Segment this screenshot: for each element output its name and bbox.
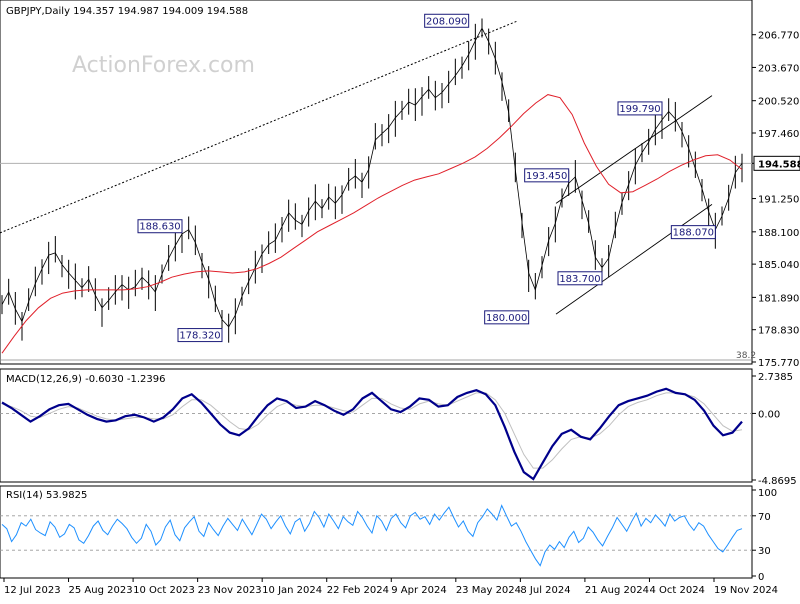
y-tick-label: 175.770 [758, 358, 799, 369]
current-price-label: 194.588 [758, 159, 800, 170]
x-tick-label: 8 Jul 2024 [520, 585, 570, 596]
x-tick-label: 19 Nov 2024 [714, 585, 778, 596]
annotation-box [524, 168, 570, 183]
rsi-title: RSI(14) 53.9825 [6, 490, 87, 501]
x-tick-label: 10 Jan 2024 [262, 585, 322, 596]
y-tick-label: 197.460 [758, 129, 799, 140]
axis-layer: 206.770 203.670 200.520 197.460 194.588 191.2… [3, 31, 800, 596]
price-chart-title: GBPJPY,Daily 194.357 194.987 194.009 194… [6, 6, 248, 17]
annotation-box [484, 310, 530, 325]
annotation-label: 188.070 [673, 228, 714, 239]
x-tick-label: 23 May 2024 [456, 585, 521, 596]
rsi-tick-label: 100 [758, 488, 777, 499]
macd-line [1, 387, 743, 481]
x-tick-label: 10 Oct 2023 [133, 585, 195, 596]
channel-lower-line [555, 204, 713, 315]
x-tick-label: 9 Apr 2024 [391, 585, 446, 596]
current-price-box [753, 155, 800, 171]
x-tick-label: 12 Jul 2023 [4, 585, 61, 596]
annotation-box [137, 219, 183, 234]
watermark: ActionForex.com [72, 53, 255, 78]
annotation-box [177, 328, 223, 343]
annotation-label: 183.700 [559, 274, 600, 285]
rsi-tick-label: 30 [758, 546, 771, 557]
macd-title: MACD(12,26,9) -0.6030 -1.2396 [6, 374, 166, 385]
annotation-label: 193.450 [526, 171, 567, 182]
rsi-tick-label: 0 [758, 572, 764, 583]
rsi-panel [0, 485, 753, 579]
x-tick-label: 22 Feb 2024 [327, 585, 389, 596]
annotation-box [617, 101, 663, 116]
annotation-label: 208.090 [426, 16, 467, 27]
annotation-label: 180.000 [486, 313, 527, 324]
macd-tick-label: -4.8695 [758, 476, 797, 487]
price-panel [0, 0, 753, 365]
y-tick-label: 185.040 [758, 260, 799, 271]
price-layer: 208.090 188.630 178.320 193.450 183.700 180.0… [0, 13, 752, 361]
y-tick-label: 181.890 [758, 293, 799, 304]
macd-tick-label: 0.00 [758, 409, 780, 420]
macd-signal-line [1, 392, 743, 469]
fib-label: 38.2 [736, 351, 756, 361]
y-tick-label: 200.520 [758, 97, 799, 108]
macd-layer [0, 387, 752, 481]
y-tick-label: 206.770 [758, 31, 799, 42]
price-line [1, 27, 743, 328]
annotation-box [424, 13, 470, 28]
macd-tick-label: 2.7385 [758, 372, 793, 383]
annotation-label: 178.320 [179, 331, 220, 342]
y-tick-label: 203.670 [758, 63, 799, 74]
annotation-box [557, 271, 603, 286]
x-tick-label: 23 Nov 2023 [198, 585, 262, 596]
x-tick-label: 25 Aug 2023 [69, 585, 133, 596]
macd-panel [0, 368, 753, 483]
rsi-line [1, 504, 743, 567]
annotation-label: 188.630 [139, 222, 180, 233]
y-tick-label: 178.830 [758, 326, 799, 337]
channel-upper-line [555, 95, 713, 204]
y-tick-label: 188.100 [758, 228, 799, 239]
moving-average-line [1, 94, 743, 354]
y-tick-label: 191.250 [758, 195, 799, 206]
annotation-label: 199.790 [619, 104, 660, 115]
annotation-box [670, 225, 716, 240]
dotted-trendline [0, 20, 519, 234]
x-tick-label: 4 Oct 2024 [649, 585, 704, 596]
rsi-layer [0, 504, 752, 567]
x-tick-label: 21 Aug 2024 [585, 585, 649, 596]
rsi-tick-label: 70 [758, 512, 771, 523]
